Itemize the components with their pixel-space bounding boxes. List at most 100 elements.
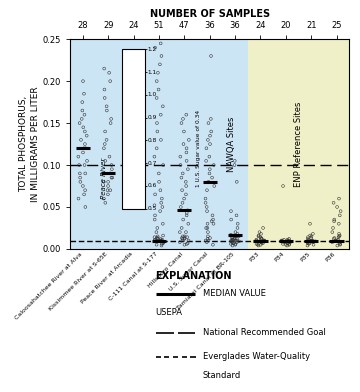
Point: [82, 128, 88, 134]
Text: 0.9: 0.9: [148, 115, 157, 120]
Point: [185, 207, 190, 214]
Point: [338, 208, 343, 214]
Text: Kissimmee River at S-65E: Kissimmee River at S-65E: [48, 251, 108, 312]
Point: [210, 216, 216, 223]
Point: [231, 240, 237, 246]
Text: C-111 Canal at S-177: C-111 Canal at S-177: [108, 251, 159, 302]
Point: [131, 107, 137, 114]
Point: [83, 145, 89, 151]
Point: [203, 158, 209, 164]
Point: [337, 232, 343, 239]
Point: [127, 49, 133, 55]
Point: [260, 240, 266, 246]
Point: [101, 179, 107, 185]
Point: [159, 204, 165, 210]
Point: [211, 183, 217, 189]
Point: [262, 238, 267, 244]
Point: [77, 170, 83, 176]
Point: [101, 145, 107, 151]
Point: [228, 216, 234, 223]
Point: [204, 208, 210, 214]
Point: [108, 116, 114, 122]
Point: [157, 61, 163, 67]
Point: [134, 116, 140, 122]
Point: [84, 132, 90, 139]
Point: [336, 234, 341, 240]
Point: [177, 239, 183, 245]
Point: [230, 232, 236, 239]
Point: [135, 137, 141, 143]
Text: Everglades Water-Quality: Everglades Water-Quality: [203, 352, 310, 361]
Point: [334, 238, 339, 244]
Point: [308, 235, 314, 241]
Point: [286, 238, 292, 244]
Point: [253, 236, 259, 243]
Point: [154, 238, 160, 244]
Point: [185, 221, 191, 227]
Point: [332, 216, 337, 223]
Point: [234, 230, 240, 237]
Point: [152, 236, 158, 243]
Point: [208, 53, 214, 59]
Point: [236, 238, 242, 245]
Point: [126, 112, 132, 118]
Point: [184, 149, 189, 156]
Point: [84, 158, 90, 164]
Point: [206, 238, 211, 244]
Point: [102, 141, 108, 147]
Point: [104, 107, 110, 114]
Point: [235, 225, 240, 231]
Point: [126, 154, 132, 160]
Point: [181, 141, 186, 147]
X-axis label: NUMBER OF SAMPLES: NUMBER OF SAMPLES: [150, 9, 270, 19]
Point: [105, 183, 111, 189]
Point: [131, 103, 137, 109]
Point: [81, 145, 87, 151]
Point: [204, 204, 210, 210]
Point: [153, 229, 159, 235]
Point: [281, 236, 287, 243]
Point: [234, 212, 239, 218]
Point: [235, 221, 240, 227]
Point: [158, 53, 164, 59]
Point: [158, 236, 163, 242]
Text: 1.2: 1.2: [148, 47, 157, 52]
Point: [258, 235, 264, 241]
Point: [154, 78, 159, 84]
Point: [82, 204, 88, 210]
Point: [127, 204, 133, 210]
Point: [233, 238, 239, 244]
Point: [259, 239, 265, 245]
Point: [105, 191, 111, 198]
Point: [305, 236, 311, 242]
Point: [207, 141, 213, 147]
Point: [257, 234, 263, 240]
Point: [279, 238, 284, 244]
Point: [77, 174, 83, 181]
Point: [255, 241, 261, 248]
Point: [159, 238, 165, 244]
Point: [211, 221, 216, 227]
Point: [233, 229, 238, 235]
Point: [234, 179, 240, 185]
Point: [135, 120, 140, 126]
Point: [179, 235, 185, 241]
Point: [78, 137, 84, 143]
Point: [258, 236, 264, 242]
Point: [182, 235, 188, 241]
Point: [184, 212, 189, 218]
Point: [228, 232, 234, 238]
Point: [234, 238, 240, 244]
Point: [204, 187, 210, 193]
Point: [183, 229, 189, 235]
Point: [159, 241, 165, 247]
Point: [260, 225, 266, 231]
Text: P36: P36: [325, 251, 337, 263]
Point: [336, 230, 342, 237]
Point: [256, 233, 261, 240]
Point: [203, 196, 208, 202]
Point: [156, 86, 162, 93]
Text: 0.6: 0.6: [148, 183, 157, 189]
Point: [257, 229, 262, 235]
Point: [208, 116, 214, 122]
